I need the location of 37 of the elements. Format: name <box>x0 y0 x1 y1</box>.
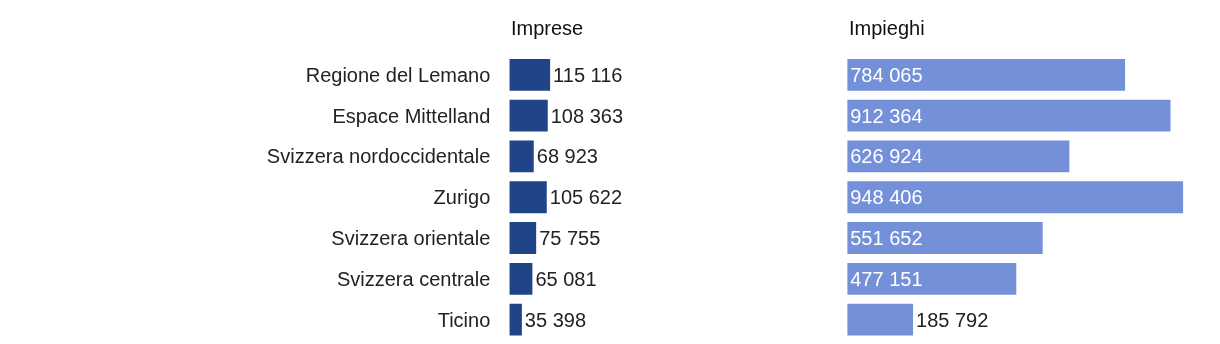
data-label: 105 622 <box>549 186 623 209</box>
bar <box>509 181 547 214</box>
data-label: 626 924 <box>850 145 923 168</box>
y-tick-label: Ticino <box>437 308 491 331</box>
bar <box>509 262 533 295</box>
data-label: 75 755 <box>539 227 601 250</box>
bar <box>847 303 914 336</box>
bar <box>847 181 1184 214</box>
data-label: 65 081 <box>535 267 597 290</box>
data-label: 35 398 <box>524 308 587 331</box>
y-tick-label: Zurigo <box>433 186 491 209</box>
chart-title: Impieghi <box>849 17 925 39</box>
bar <box>509 140 534 173</box>
data-label: 784 065 <box>850 63 923 86</box>
data-label: 185 792 <box>916 308 989 331</box>
bar <box>847 58 1126 91</box>
bar <box>509 303 522 336</box>
chart-title: Imprese <box>511 17 584 39</box>
data-label: 108 363 <box>550 104 624 127</box>
y-tick-label: Espace Mittelland <box>332 104 491 127</box>
bar <box>509 222 537 254</box>
data-label: 551 652 <box>850 227 923 250</box>
bar <box>847 99 1171 132</box>
bar <box>847 262 1017 295</box>
y-tick-label: Regione del Lemano <box>305 63 491 86</box>
data-label: 948 406 <box>850 186 923 209</box>
data-label: 912 364 <box>850 104 923 127</box>
y-tick-label: Svizzera centrale <box>336 267 491 290</box>
y-tick-label: Svizzera nordoccidentale <box>266 145 491 168</box>
data-label: 115 116 <box>553 63 623 86</box>
data-label: 68 923 <box>536 145 598 168</box>
bar <box>847 222 1043 254</box>
y-tick-label: Svizzera orientale <box>331 227 491 250</box>
bar <box>509 58 551 91</box>
bar <box>509 99 548 132</box>
data-label: 477 151 <box>850 267 923 290</box>
bar <box>847 140 1070 173</box>
